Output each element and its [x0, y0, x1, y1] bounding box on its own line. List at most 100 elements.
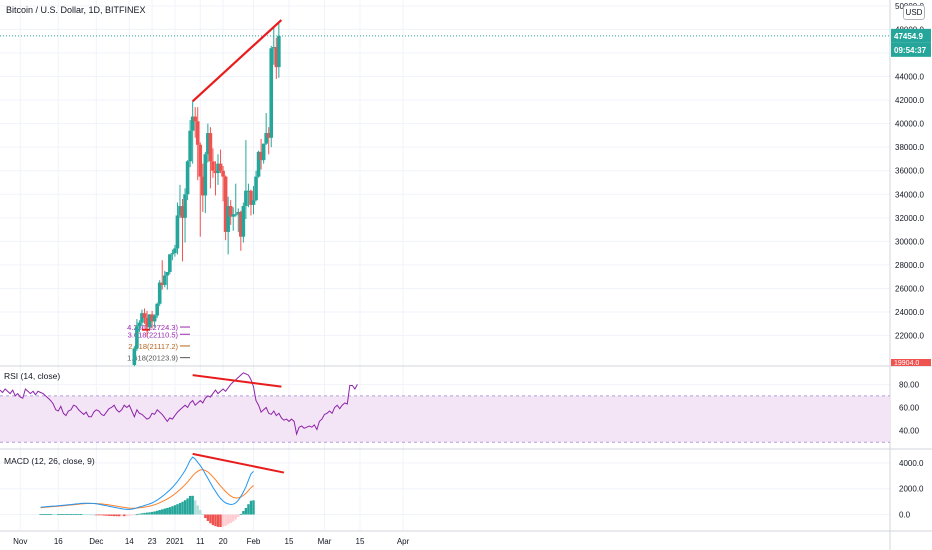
candle-body — [175, 215, 180, 249]
candle-body — [140, 313, 144, 323]
price-tick-label: 26000.0 — [895, 284, 924, 293]
macd-histogram-bar — [120, 514, 123, 517]
candle-body — [239, 211, 243, 237]
macd-histogram-bar — [64, 514, 68, 515]
macd-histogram-bar — [133, 514, 136, 516]
macd-histogram-bar — [145, 512, 149, 515]
macd-histogram-bar — [204, 514, 207, 518]
macd-histogram-bar — [92, 514, 95, 516]
bottom-price-tag-bg — [891, 359, 931, 366]
macd-histogram-bar — [178, 503, 182, 515]
candle-body — [183, 194, 187, 218]
macd-histogram-bar — [130, 514, 134, 516]
macd-histogram-bar — [158, 510, 161, 515]
candle-body — [241, 206, 246, 237]
candle-body — [170, 253, 175, 255]
price-tick-label: 30000.0 — [895, 237, 924, 246]
macd-histogram-bar — [196, 505, 199, 515]
candle-body — [206, 133, 210, 155]
x-tick-label: Nov — [13, 537, 27, 546]
candle-body — [145, 317, 149, 328]
price-tick-label: 38000.0 — [895, 143, 924, 152]
candle-body — [132, 348, 137, 365]
macd-histogram-bar — [123, 514, 126, 517]
macd-histogram-bar — [163, 508, 166, 515]
price-trendline — [191, 19, 283, 103]
macd-histogram-bar — [226, 514, 230, 525]
candle-body — [251, 200, 256, 205]
macd-tick-label: 4000.0 — [899, 459, 924, 468]
candle-body — [178, 206, 182, 216]
macd-histogram-bar — [77, 514, 80, 515]
price-tick-label: 24000.0 — [895, 308, 924, 317]
candle-body — [226, 206, 230, 232]
candle-body — [190, 116, 195, 131]
price-tick-label: 32000.0 — [895, 214, 924, 223]
x-tick-label: Apr — [397, 537, 410, 546]
candle-body — [160, 282, 165, 285]
macd-histogram-bar — [100, 514, 103, 516]
candle-body — [195, 121, 200, 145]
candle-body — [211, 161, 215, 171]
candle-body — [180, 206, 185, 218]
macd-histogram-bar — [186, 498, 189, 515]
candle-body — [269, 48, 274, 138]
macd-histogram-bar — [52, 514, 55, 515]
price-tick-label: 44000.0 — [895, 73, 924, 82]
candle-body — [246, 190, 251, 192]
macd-histogram-bar — [168, 507, 172, 515]
candle-body — [152, 315, 157, 322]
candle-body — [271, 47, 276, 49]
x-tick-label: 11 — [196, 537, 205, 546]
candle-body — [203, 154, 208, 196]
macd-histogram-bar — [166, 507, 169, 515]
macd-histogram-bar — [211, 514, 215, 526]
macd-histogram-bar — [82, 514, 85, 515]
macd-histogram-bar — [105, 514, 108, 516]
candle-body — [223, 176, 228, 232]
macd-histogram-bar — [79, 514, 83, 515]
candle-body — [244, 190, 248, 207]
macd-histogram-bar — [97, 514, 101, 516]
macd-histogram-bar — [242, 511, 245, 515]
macd-histogram-bar — [148, 512, 151, 515]
candle-body — [228, 206, 233, 217]
candle-body — [142, 313, 147, 318]
candle-body — [231, 214, 236, 217]
macd-histogram-bar — [206, 514, 210, 521]
candle-body — [266, 133, 271, 138]
macd-histogram-bar — [237, 514, 240, 517]
countdown-tag: 09:54:37 — [894, 46, 927, 55]
macd-signal-line — [40, 469, 254, 509]
macd-histogram-bar — [41, 514, 45, 515]
macd-histogram-bar — [112, 514, 116, 517]
candle-body — [198, 144, 203, 177]
candle-body — [213, 170, 218, 174]
fib-level-label: 3.618(22110.5) — [128, 330, 179, 339]
rsi-label: RSI (14, close) — [4, 371, 61, 381]
macd-histogram-bar — [193, 500, 197, 515]
macd-histogram-bar — [138, 513, 141, 515]
macd-histogram-bar — [176, 504, 179, 515]
macd-histogram-bar — [247, 504, 250, 515]
candle-body — [264, 133, 268, 144]
fib-level-label: 4.236(22724.3) — [127, 323, 178, 332]
macd-histogram-bar — [67, 514, 70, 515]
macd-histogram-bar — [90, 514, 93, 516]
currency-button[interactable]: USD — [903, 5, 925, 20]
macd-histogram-bar — [234, 514, 237, 520]
x-tick-label: Feb — [247, 537, 261, 546]
x-tick-label: 15 — [356, 537, 365, 546]
macd-histogram-bar — [161, 509, 164, 515]
candle-body — [137, 322, 142, 327]
macd-tick-label: 0.0 — [899, 511, 911, 520]
candle-body — [201, 176, 205, 196]
price-tick-label: 34000.0 — [895, 190, 924, 199]
macd-histogram-bar — [87, 514, 90, 516]
macd-histogram-bar — [39, 514, 42, 515]
macd-histogram-bar — [150, 511, 154, 515]
macd-histogram-bar — [191, 495, 194, 515]
macd-divergence-line — [192, 452, 285, 474]
